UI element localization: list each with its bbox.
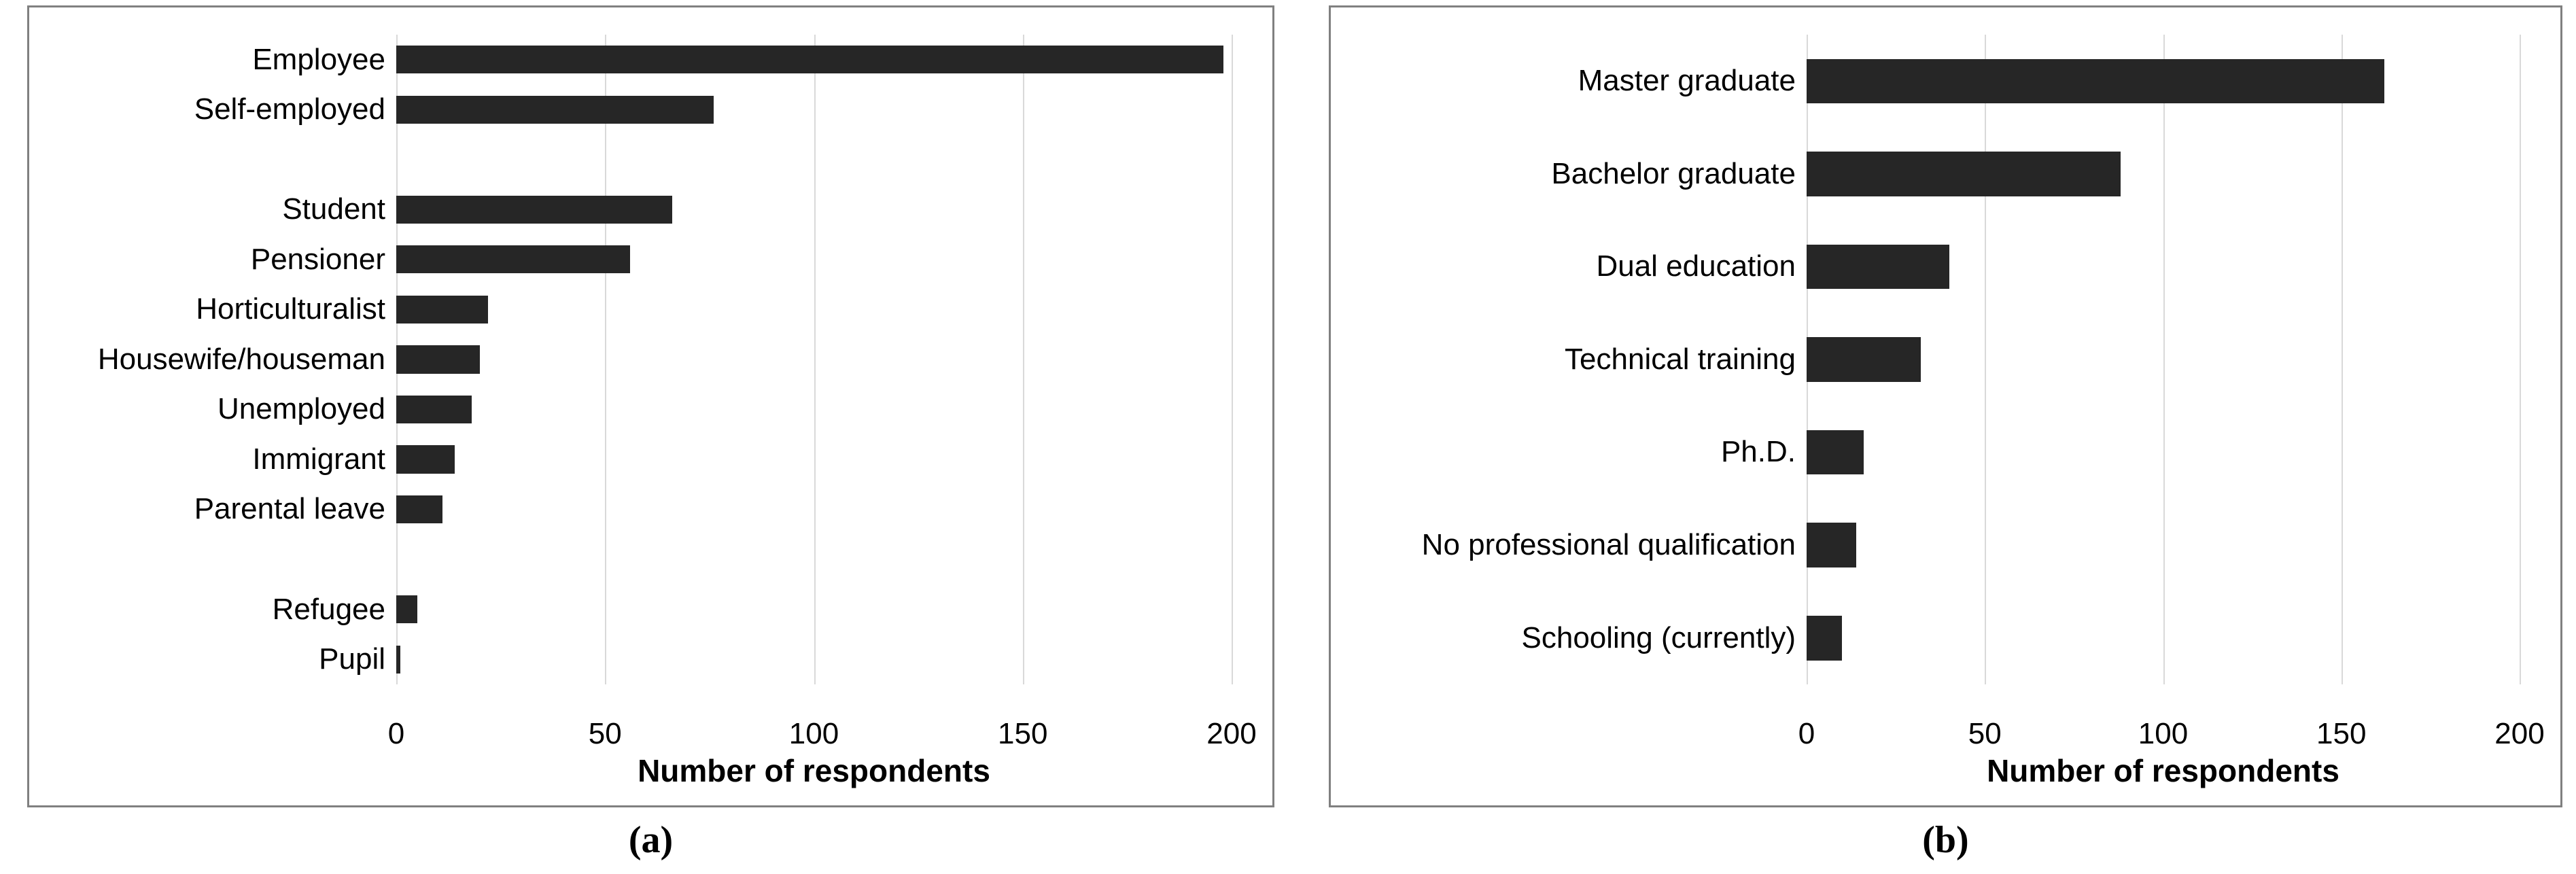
bar-slot (396, 434, 1232, 485)
ytick-label: Employee (43, 44, 385, 75)
xtick-label: 100 (2138, 717, 2188, 751)
bar-slot (396, 334, 1232, 385)
bar-slot (1807, 313, 2520, 406)
chart-b-ylabels: Master graduate Bachelor graduate Dual edu… (1331, 7, 1807, 712)
ytick-label: Refugee (43, 594, 385, 625)
bars (1807, 35, 2520, 684)
chart-b-xlabel: Number of respondents (1807, 752, 2520, 789)
gridline (2520, 35, 2521, 684)
bar (396, 595, 417, 623)
bar (396, 445, 455, 473)
xtick-label: 50 (1968, 717, 2002, 751)
xtick-label: 0 (1798, 717, 1815, 751)
chart-b-xtitle-row: Number of respondents (1331, 752, 2560, 805)
bar (396, 96, 714, 124)
bar (1807, 337, 1921, 382)
bar (396, 46, 1223, 73)
chart-b-plot-row: Master graduate Bachelor graduate Dual edu… (1331, 7, 2560, 712)
chart-a-xlabel: Number of respondents (396, 752, 1232, 789)
ytick-label: Student (43, 194, 385, 225)
bar (1807, 616, 1842, 661)
ytick-label: No professional qualification (1344, 529, 1796, 561)
chart-b-caption: (b) (1329, 807, 2562, 874)
bar-slot (396, 584, 1232, 635)
bar-slot (1807, 220, 2520, 313)
bar-slot (1807, 35, 2520, 128)
ytick-label: Bachelor graduate (1344, 158, 1796, 190)
bar (1807, 523, 1856, 567)
bar-slot (396, 135, 1232, 185)
bar-slot (396, 85, 1232, 135)
ytick-label: Schooling (currently) (1344, 623, 1796, 654)
bar (1807, 152, 2121, 196)
ytick-label: Parental leave (43, 493, 385, 525)
ytick-label: Horticulturalist (43, 294, 385, 325)
ytick-label: Dual education (1344, 251, 1796, 282)
chart-a-plot (396, 35, 1232, 684)
xtick-label: 150 (998, 717, 1047, 751)
bar (396, 196, 672, 224)
bar-slot (396, 234, 1232, 285)
xtick-label: 100 (789, 717, 839, 751)
bar-slot (396, 35, 1232, 85)
bar-slot (1807, 406, 2520, 499)
bar (396, 245, 630, 273)
bars (396, 35, 1232, 684)
ytick-label: Immigrant (43, 444, 385, 475)
xtick-label: 200 (2494, 717, 2544, 751)
bar (1807, 430, 1864, 475)
gridline (1232, 35, 1233, 684)
bar-slot (396, 534, 1232, 584)
chart-a-plot-row: Employee Self-employed Student Pensioner Ho… (29, 7, 1272, 712)
bar-slot (396, 485, 1232, 535)
chart-a-box: Employee Self-employed Student Pensioner Ho… (27, 5, 1274, 807)
bar-slot (396, 185, 1232, 235)
bar (1807, 59, 2384, 104)
bar-slot (396, 285, 1232, 335)
ytick-label: Pensioner (43, 244, 385, 275)
ytick-label: Housewife/houseman (43, 344, 385, 375)
xtick-label: 150 (2316, 717, 2366, 751)
bar-slot (1807, 591, 2520, 684)
chart-a-xtitle-row: Number of respondents (29, 752, 1272, 805)
chart-b-box: Master graduate Bachelor graduate Dual edu… (1329, 5, 2562, 807)
chart-a-caption: (a) (27, 807, 1274, 874)
xtick-label: 50 (589, 717, 622, 751)
panel-a: Employee Self-employed Student Pensioner Ho… (0, 5, 1288, 874)
ytick-label: Pupil (43, 644, 385, 675)
ytick-label: Self-employed (43, 94, 385, 125)
chart-a-xtitle-spacer (29, 752, 396, 789)
ytick-label: Ph.D. (1344, 436, 1796, 468)
chart-b-xaxis-row: 0 50 100 150 200 (1331, 712, 2560, 752)
chart-b-xaxis: 050100150200 (1807, 712, 2520, 752)
bar (396, 396, 472, 423)
figure: Employee Self-employed Student Pensioner Ho… (0, 0, 2576, 874)
chart-a-xaxis-row: 0 50 100 150 200 (29, 712, 1272, 752)
ytick-label (43, 544, 385, 575)
bar (396, 296, 488, 324)
ytick-label (43, 144, 385, 175)
xtick-label: 0 (388, 717, 404, 751)
bar (396, 646, 400, 674)
bar (396, 345, 480, 373)
ytick-label: Unemployed (43, 394, 385, 425)
chart-a-xaxis-spacer (29, 712, 396, 752)
chart-b-xaxis-spacer (1331, 712, 1807, 752)
bar-slot (396, 385, 1232, 435)
ytick-label: Master graduate (1344, 65, 1796, 97)
bar-slot (1807, 128, 2520, 221)
bar-slot (1807, 499, 2520, 592)
chart-a-ylabels: Employee Self-employed Student Pensioner Ho… (29, 7, 396, 712)
chart-b-xtitle-spacer (1331, 752, 1807, 789)
bar (396, 495, 442, 523)
ytick-label: Technical training (1344, 344, 1796, 375)
panel-b: Master graduate Bachelor graduate Dual edu… (1288, 5, 2576, 874)
xtick-label: 200 (1206, 717, 1256, 751)
bar (1807, 245, 1949, 290)
chart-a-xaxis: 050100150200 (396, 712, 1232, 752)
chart-b-plot (1807, 35, 2520, 684)
bar-slot (396, 634, 1232, 684)
